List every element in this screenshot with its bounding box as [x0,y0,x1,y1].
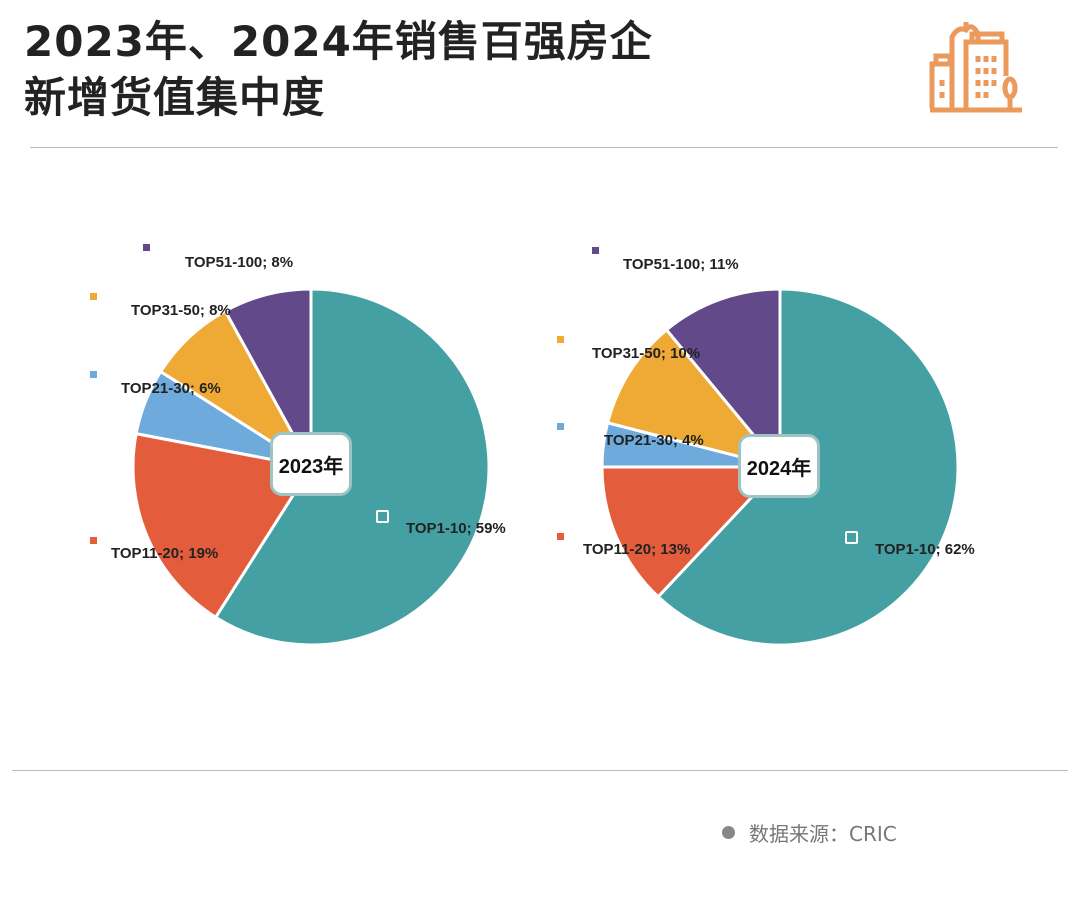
label-2023-top11-20: TOP11-20; 19% [111,545,219,562]
legend-marker-top11-20 [90,537,97,544]
legend-marker-top11-20 [557,533,564,540]
label-2024-top31-50: TOP31-50; 10% [592,345,701,362]
bottom-divider [12,770,1068,771]
pie-slice-2024-top51-100 [664,287,782,472]
label-2023-top1-10: TOP1-10; 59% [406,520,506,537]
title-line-1: 2023年、2024年销售百强房企 [24,17,653,66]
source-text: 数据来源：CRIC [749,822,897,846]
label-2023-top21-30: TOP21-30; 6% [121,380,221,397]
pie-center-label-2023: 2023年 [270,432,352,496]
title-line-2: 新增货值集中度 [24,73,326,122]
marker-top1-10 [845,531,858,544]
pie-slice-2024-top11-20 [600,465,784,599]
pie-slice-2023-top51-100 [223,287,313,468]
pie-slice-2024-top31-50 [605,327,785,470]
top-divider [30,147,1058,148]
pie-center-label-2024: 2024年 [738,434,820,498]
legend-marker-top31-50 [90,293,97,300]
legend-marker-top21-30 [90,371,97,378]
legend-marker-top51-100 [143,244,150,251]
label-2023-top31-50: TOP31-50; 8% [131,302,231,319]
legend-marker-top51-100 [592,247,599,254]
data-source: 数据来源：CRIC [722,818,897,847]
bullet-icon [722,826,735,839]
label-2024-top21-30: TOP21-30; 4% [604,432,704,449]
pie-slice-2023-top1-10 [213,287,491,647]
label-2024-top11-20: TOP11-20; 13% [583,541,691,558]
page-title: 2023年、2024年销售百强房企 新增货值集中度 [24,14,653,126]
pie-slice-2023-top31-50 [158,308,313,469]
label-2024-top1-10: TOP1-10; 62% [875,541,975,558]
marker-top1-10 [376,510,389,523]
label-2023-top51-100: TOP51-100; 8% [185,254,294,271]
legend-marker-top31-50 [557,336,564,343]
legend-marker-top21-30 [557,423,564,430]
pie-slice-2023-top11-20 [131,431,314,620]
city-buildings-icon [929,22,1022,113]
label-2024-top51-100: TOP51-100; 11% [623,256,739,273]
